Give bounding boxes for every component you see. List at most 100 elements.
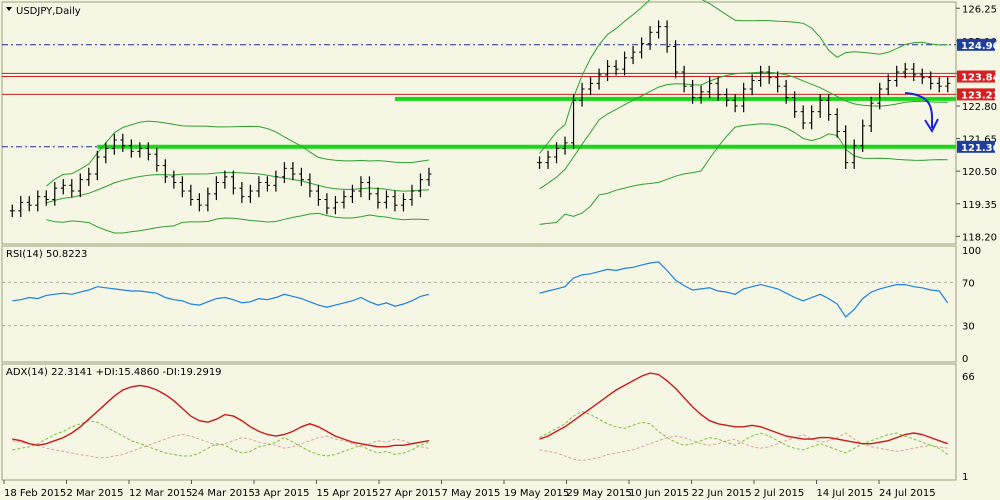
date-tick-label: 24 Mar 2015 [192,488,255,499]
price-bar [264,176,270,192]
price-bar [392,190,398,212]
svg-text:123.21: 123.21 [961,90,1000,101]
price-bar [749,74,755,96]
price-bar [562,136,568,155]
price-bar [103,142,109,164]
price-bar [707,77,713,99]
rsi-tick-label: 0 [962,354,968,365]
price-tick-label: 122.80 [962,102,997,113]
price-bar [766,65,772,84]
price-bar [298,167,304,186]
adx-axis: 66 1 [962,372,975,483]
panel-frames [1,1,957,481]
price-bar [26,196,32,212]
price-bar [571,94,577,150]
price-bar [230,170,236,195]
price-tick-label: 118.20 [962,232,997,243]
price-bar [290,162,296,181]
date-tick-label: 18 Feb 2015 [4,488,66,499]
rsi-line [12,261,949,318]
rsi-tick-label: 70 [962,278,975,289]
price-bar [894,65,900,87]
price-bar [375,187,381,209]
price-bar [656,20,662,39]
date-tick-label: 22 Jun 2015 [692,488,752,499]
rsi-tick-label: 100 [962,246,981,257]
price-bar [86,167,92,186]
price-bar [128,139,134,158]
price-bar [639,37,645,59]
date-tick-label: 2 Jul 2015 [754,488,804,499]
price-bar [613,60,619,76]
price-bar [69,179,75,198]
price-bar [52,181,58,206]
price-bar [315,184,321,206]
price-bar [120,133,126,152]
svg-text:123.84: 123.84 [961,73,1000,84]
price-bar [622,51,628,76]
price-bar [537,156,543,169]
price-bar [247,184,253,203]
price-bar [911,62,917,82]
dropdown-triangle-icon [6,7,12,11]
price-bar [928,71,934,90]
price-bar [137,142,143,158]
adx-lines [12,372,948,462]
price-bar [647,26,653,50]
price-bar [341,190,347,209]
price-bar [775,71,781,93]
price-bar [205,187,211,212]
price-bar [877,82,883,110]
price-bar [860,119,866,152]
price-bar [741,82,747,113]
adx-tick-label: 1 [962,472,968,483]
price-bar [792,91,798,118]
price-bar [171,170,177,189]
price-bar [145,142,151,161]
symbol-label[interactable]: USDJPY,Daily [6,6,81,17]
price-bar [579,82,585,107]
price-bar [77,173,83,198]
price-bar [307,173,313,198]
price-bar [724,88,730,107]
date-tick-label: 2 Mar 2015 [67,488,124,499]
down-arrow[interactable] [904,92,939,134]
price-tag: 123.21 [957,88,1000,101]
price-bar [834,108,840,138]
price-bar [605,60,611,82]
price-tag: 123.84 [957,70,1000,84]
price-bar [715,77,721,101]
date-tick-label: 15 Apr 2015 [317,488,379,499]
price-bar [690,79,696,104]
price-tag: 124.96 [957,38,1000,52]
price-bar [758,65,764,87]
date-tick-label: 19 May 2015 [504,488,569,499]
rsi-tick-label: 30 [962,322,975,333]
price-bar [630,45,636,65]
price-bar [409,184,415,206]
price-bar [188,184,194,206]
price-bar [843,125,849,169]
price-bar [154,147,160,172]
price-bar [60,179,66,195]
price-bar [324,193,330,215]
price-bar [383,190,389,209]
bollinger-lower [46,123,948,234]
date-tick-label: 3 Apr 2015 [254,488,309,499]
green-zones[interactable] [97,96,956,149]
price-bar [673,40,679,79]
date-axis: 18 Feb 2015 2 Mar 2015 12 Mar 2015 24 Mar 2… [3,480,936,499]
symbol-title: USDJPY,Daily [16,6,81,17]
price-tag: 121.36 [957,140,1000,154]
price-bar [349,184,355,203]
price-bar [35,190,41,212]
price-bar [885,74,891,96]
price-bar [783,79,789,104]
price-bar [179,176,185,198]
price-bar [919,68,925,84]
price-tick-label: 119.35 [962,200,997,211]
price-tick-label: 120.50 [962,167,997,178]
adx-series-di [12,432,948,462]
adx-label: ADX(14) 22.3141 +DI:15.4860 -DI:19.2919 [6,367,222,378]
